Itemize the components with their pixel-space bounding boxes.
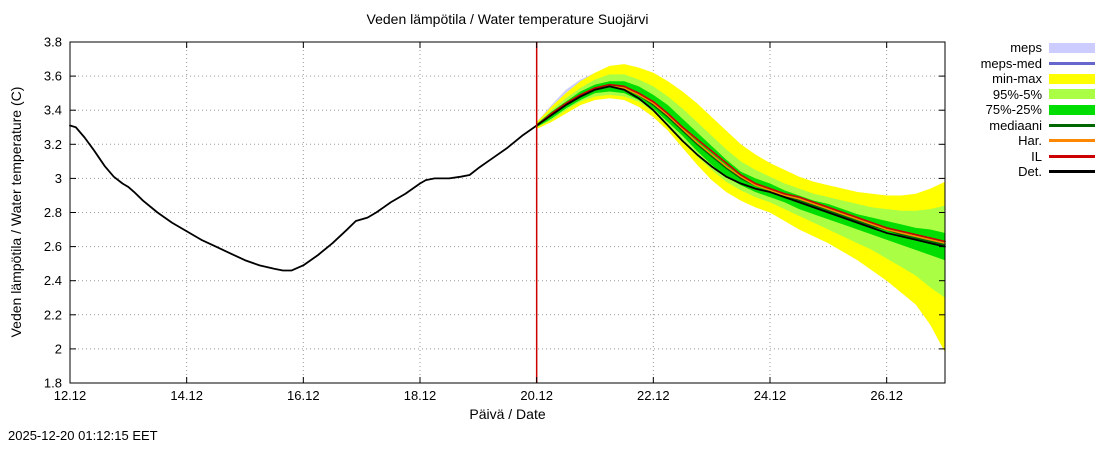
y-tick-label: 2.4 [44,273,62,288]
legend-item-meps-med: meps-med [981,56,1095,72]
y-tick-label: 3.8 [44,35,62,50]
x-tick-label: 24.12 [754,388,787,403]
y-tick-label: 2.6 [44,239,62,254]
legend-label: meps-med [980,55,1042,71]
legend-item-95-5: 95%-5% [981,87,1095,103]
chart-title: Veden lämpötila / Water temperature Suoj… [366,11,649,27]
legend-label: mediaani [989,117,1042,133]
legend-swatch-har [1049,139,1095,143]
legend-label: min-max [992,71,1042,86]
legend-item-har: Har. [981,133,1095,149]
x-axis-label: Päivä / Date [469,406,546,422]
legend-swatch-95-5 [1049,89,1095,100]
timestamp: 2025-12-20 01:12:15 EET [8,428,158,443]
y-tick-label: 3.6 [44,69,62,84]
legend-item-meps: meps [981,40,1095,56]
y-axis-label: Veden lämpötila / Water temperature (C) [8,86,24,338]
legend-label: 75%-25% [985,102,1042,117]
legend-label: meps [1010,40,1042,55]
legend-item-det: Det. [981,164,1095,180]
legend-swatch-meps-med [1049,61,1095,65]
line-il [535,83,946,243]
x-tick-label: 22.12 [637,388,670,403]
x-tick-label: 20.12 [520,388,553,403]
legend-swatch-il [1049,154,1095,158]
legend-swatch-meps [1049,42,1095,53]
x-tick-label: 16.12 [287,388,320,403]
legend-label: 95%-5% [992,86,1042,102]
x-tick-label: 12.12 [54,388,87,403]
legend-swatch-75-25 [1049,104,1095,115]
legend-label: Har. [1018,133,1042,148]
line-det-observed [69,124,538,272]
legend-swatch-det [1049,170,1095,174]
legend-item-il: IL [981,149,1095,165]
legend-swatch-min-max [1049,73,1095,84]
y-tick-label: 2.8 [44,205,62,220]
y-tick-label: 2 [55,341,62,356]
legend: meps meps-med min-max 95%-5% 75%-25% mediaani… [981,40,1095,180]
x-tick-label: 18.12 [404,388,437,403]
x-tick-label: 14.12 [170,388,203,403]
legend-item-75-25: 75%-25% [981,102,1095,118]
legend-item-min-max: min-max [981,71,1095,87]
x-tick-label: 26.12 [870,388,903,403]
band-95-5 [536,74,945,298]
legend-swatch-mediaani [1049,123,1095,127]
y-tick-label: 2.2 [44,307,62,322]
y-tick-label: 3 [55,171,62,186]
y-tick-label: 3.4 [44,103,62,118]
y-tick-label: 3.2 [44,137,62,152]
legend-item-mediaani: mediaani [981,118,1095,134]
band-min-max [536,64,945,353]
line-det [535,85,946,248]
legend-label: IL [1031,148,1042,164]
legend-label: Det. [1018,164,1042,179]
y-tick-label: 1.8 [44,376,62,391]
